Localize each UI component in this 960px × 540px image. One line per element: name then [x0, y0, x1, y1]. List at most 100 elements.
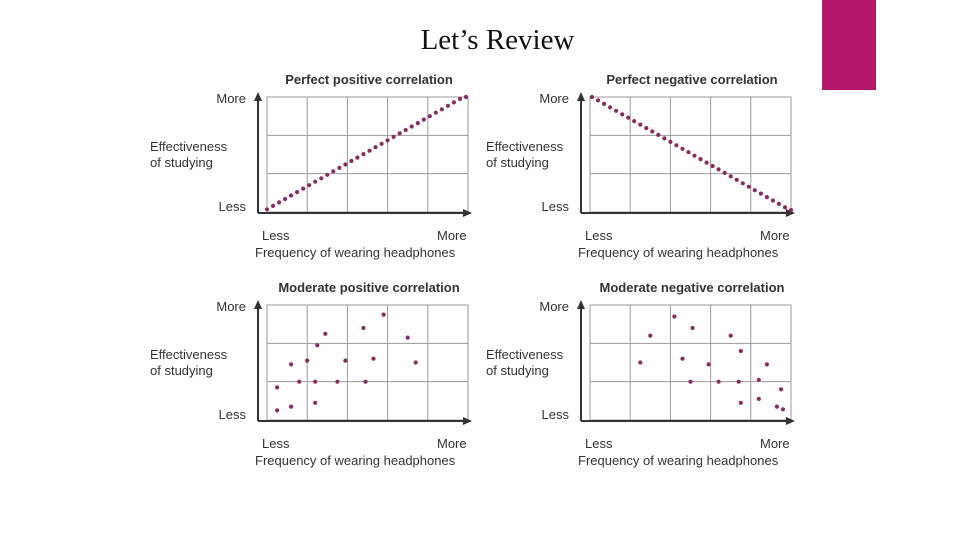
data-point: [323, 331, 328, 336]
data-point: [289, 193, 294, 198]
data-point: [626, 115, 631, 120]
data-point: [736, 379, 741, 384]
data-point: [716, 167, 721, 172]
data-point: [774, 404, 780, 409]
data-point: [325, 172, 330, 177]
data-point: [608, 105, 613, 110]
data-point: [764, 362, 770, 367]
data-point: [602, 101, 607, 106]
chart-title: Moderate positive correlation: [278, 280, 459, 295]
data-point: [319, 176, 324, 181]
x-axis-label: Frequency of wearing headphones: [255, 453, 456, 468]
data-point: [758, 191, 764, 196]
data-point: [662, 136, 667, 141]
data-point: [405, 335, 410, 340]
y-axis-arrow: [254, 300, 262, 309]
data-point: [397, 131, 402, 136]
data-point: [391, 134, 396, 139]
chart-panel-3: Moderate positive correlation More Less Eff…: [150, 280, 472, 468]
y-tick-label: More: [216, 299, 246, 314]
chart-title: Perfect positive correlation: [285, 72, 453, 87]
data-point: [620, 112, 625, 117]
data-point: [421, 117, 426, 122]
data-point: [672, 314, 677, 319]
data-point: [680, 146, 685, 151]
data-point: [706, 362, 711, 367]
data-point: [722, 170, 727, 175]
data-point: [337, 165, 342, 170]
data-point: [638, 360, 643, 365]
y-axis-label: of studying: [150, 363, 213, 378]
data-point: [704, 160, 709, 165]
data-point: [782, 205, 788, 210]
data-point: [349, 158, 354, 164]
data-point: [698, 157, 703, 162]
x-tick-label: Less: [262, 228, 290, 243]
data-point: [650, 129, 655, 134]
data-point: [275, 385, 280, 390]
chart-title: Perfect negative correlation: [606, 72, 777, 87]
y-axis-label: Effectiveness: [486, 347, 564, 362]
data-point: [778, 387, 784, 392]
data-point: [690, 325, 695, 331]
y-axis-arrow: [577, 92, 585, 101]
chart-panel-2: Perfect negative correlation More Less Effe…: [486, 72, 795, 260]
data-point: [638, 122, 643, 127]
y-tick-label: More: [539, 299, 569, 314]
y-axis-label: Effectiveness: [150, 139, 228, 154]
x-tick-label: Less: [585, 228, 613, 243]
y-axis-arrow: [254, 92, 262, 101]
x-tick-label: More: [760, 436, 790, 451]
data-point: [439, 107, 444, 112]
x-tick-label: More: [437, 228, 467, 243]
data-point: [313, 179, 318, 184]
data-point: [738, 400, 743, 405]
data-point: [315, 343, 320, 348]
data-point: [385, 138, 390, 143]
data-point: [680, 356, 685, 361]
data-point: [343, 162, 348, 167]
y-tick-label: Less: [542, 199, 570, 214]
data-point: [313, 400, 318, 405]
data-point: [283, 196, 288, 202]
plot-frame: [266, 304, 469, 421]
data-point: [363, 379, 368, 384]
data-point: [740, 181, 745, 186]
data-point: [277, 200, 282, 205]
data-point: [776, 201, 782, 206]
data-point: [614, 108, 619, 113]
slide-title: Let’s Review: [420, 24, 575, 56]
y-axis-label: of studying: [150, 155, 213, 170]
x-axis-label: Frequency of wearing headphones: [578, 245, 779, 260]
plot-frame: [589, 304, 792, 421]
data-point: [381, 312, 386, 317]
y-tick-label: Less: [219, 199, 247, 214]
data-point: [632, 119, 637, 124]
data-point: [738, 348, 743, 354]
x-axis-label: Frequency of wearing headphones: [578, 453, 779, 468]
data-point: [301, 186, 306, 191]
y-axis-label: of studying: [486, 363, 549, 378]
data-point: [764, 195, 770, 200]
y-axis-arrow: [577, 300, 585, 309]
accent-bar: [822, 0, 876, 90]
data-point: [331, 169, 336, 174]
y-tick-label: More: [539, 91, 569, 106]
data-point: [433, 110, 438, 115]
data-point: [313, 379, 318, 384]
y-tick-label: More: [216, 91, 246, 106]
data-point: [413, 360, 418, 365]
data-point: [367, 148, 372, 153]
data-point: [589, 94, 595, 100]
data-point: [686, 150, 691, 155]
y-axis-label: Effectiveness: [486, 139, 564, 154]
y-axis-label: Effectiveness: [150, 347, 228, 362]
data-point: [788, 208, 794, 213]
y-axis-label: of studying: [486, 155, 549, 170]
y-tick-label: Less: [542, 407, 570, 422]
data-point: [289, 404, 294, 409]
data-point: [307, 183, 312, 188]
data-point: [373, 145, 378, 150]
data-point: [295, 190, 300, 195]
